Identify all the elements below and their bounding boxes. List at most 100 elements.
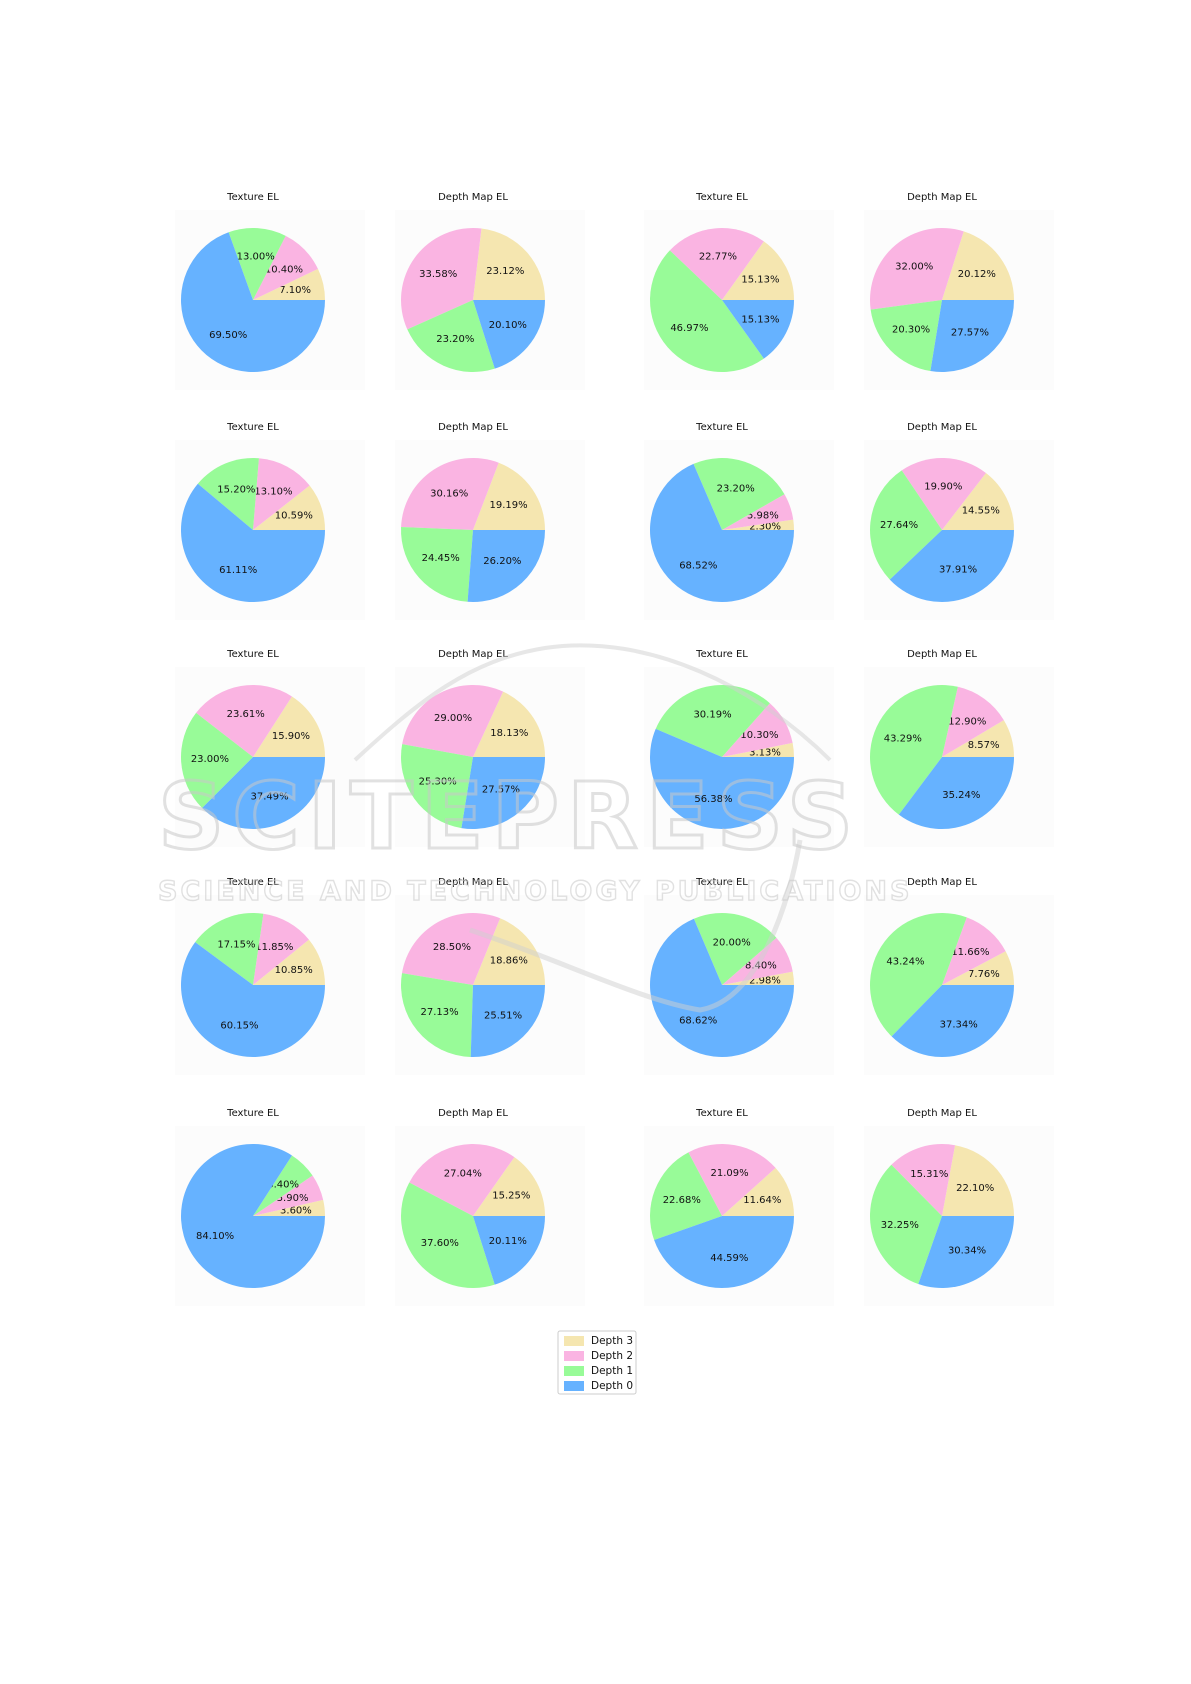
pie-panel-19: Texture EL 11.64% 21.09% 22.68% 44.59%	[644, 1108, 834, 1306]
pie-panel-16: Depth Map EL 7.76% 11.66% 43.24% 37.34%	[864, 877, 1054, 1075]
pie-slice-depth-3	[722, 519, 794, 530]
pie-label-depth-2: 11.66%	[951, 947, 989, 958]
pie-slice-depth-1	[253, 1155, 313, 1216]
pie-label-depth-2: 15.31%	[910, 1169, 948, 1180]
pie-label-depth-2: 10.30%	[740, 730, 778, 741]
pie-label-depth-3: 2.30%	[749, 521, 781, 532]
pie-label-depth-3: 8.57%	[968, 740, 1000, 751]
pie-slice-depth-1	[870, 685, 958, 815]
pie-label-depth-2: 23.61%	[227, 709, 265, 720]
pie-title: Texture EL	[226, 649, 279, 660]
pie-slice-depth-3	[942, 1145, 1014, 1216]
pie-label-depth-1: 27.64%	[880, 520, 918, 531]
pie-title: Depth Map EL	[907, 1108, 977, 1119]
pie-slice-depth-2	[901, 458, 986, 530]
pie-label-depth-3: 7.10%	[279, 285, 311, 296]
pie-slice-depth-2	[400, 228, 482, 330]
pie-title: Texture EL	[226, 422, 279, 433]
pie-title: Texture EL	[695, 649, 748, 660]
pie-title: Depth Map EL	[438, 1108, 508, 1119]
pie-title: Depth Map EL	[438, 422, 508, 433]
pie-label-depth-3: 15.25%	[492, 1191, 530, 1202]
pie-label-depth-3: 15.90%	[272, 731, 310, 742]
pie-label-depth-1: 13.00%	[237, 251, 275, 262]
pie-slice-depth-0	[461, 757, 545, 830]
pie-slice-depth-3	[473, 462, 545, 530]
pie-panel-3: Texture EL 15.13% 22.77% 46.97% 15.13%	[644, 192, 834, 390]
legend-label-depth-3: Depth 3	[591, 1335, 633, 1347]
pie-slice-depth-1	[870, 470, 942, 580]
pie-slice-depth-0	[654, 1216, 794, 1288]
pie-slice-depth-2	[196, 685, 292, 757]
pie-label-depth-3: 2.98%	[749, 975, 781, 986]
pie-label-depth-3: 22.10%	[956, 1183, 994, 1194]
pie-title: Texture EL	[695, 1108, 748, 1119]
legend-label-depth-1: Depth 1	[591, 1365, 633, 1377]
pie-slice-depth-3	[942, 951, 1014, 985]
pie-label-depth-0: 35.24%	[942, 790, 980, 801]
legend: Depth 3 Depth 2 Depth 1 Depth 0	[557, 1330, 637, 1395]
pie-slice-depth-3	[253, 485, 325, 530]
pie-slice-depth-2	[722, 703, 793, 757]
pie-label-depth-1: 22.68%	[663, 1195, 701, 1206]
pie-panel-1: Texture EL 7.10% 10.40% 13.00% 69.50%	[175, 192, 365, 390]
watermark-tagline: SCIENCE AND TECHNOLOGY PUBLICATIONS	[158, 876, 912, 907]
pie-label-depth-2: 11.85%	[255, 942, 293, 953]
pie-slice-depth-0	[181, 1144, 325, 1289]
pie-slice-depth-2	[891, 1144, 956, 1216]
pie-slice-depth-0	[898, 757, 1014, 829]
pie-slice-depth-1	[693, 913, 777, 985]
pie-label-depth-1: 24.45%	[422, 553, 460, 564]
pie-slice-depth-0	[470, 985, 545, 1057]
pie-slice-depth-0	[722, 300, 794, 359]
legend-swatch-depth-1	[564, 1366, 584, 1376]
pie-label-depth-1: 32.25%	[881, 1220, 919, 1231]
pie-slice-depth-3	[253, 939, 325, 985]
pie-label-depth-1: 25.30%	[419, 776, 457, 787]
pie-label-depth-0: 61.11%	[219, 565, 257, 576]
pie-label-depth-3: 18.13%	[490, 728, 528, 739]
pie-label-depth-2: 13.10%	[254, 486, 292, 497]
pie-label-depth-0: 27.57%	[482, 784, 520, 795]
pie-label-depth-3: 10.85%	[275, 965, 313, 976]
pie-label-depth-2: 10.40%	[265, 264, 303, 275]
pie-slice-depth-3	[253, 696, 325, 757]
pie-label-depth-2: 28.50%	[433, 942, 471, 953]
pie-slice-depth-2	[402, 685, 504, 757]
legend-frame	[557, 1330, 637, 1395]
pie-label-depth-2: 19.90%	[924, 481, 962, 492]
pie-slice-depth-3	[253, 268, 325, 300]
pie-slice-depth-2	[253, 235, 318, 300]
pie-label-depth-0: 25.51%	[484, 1011, 522, 1022]
pie-title: Texture EL	[226, 192, 279, 203]
pie-title: Texture EL	[695, 192, 748, 203]
pie-title: Depth Map EL	[438, 877, 508, 888]
pie-slice-depth-1	[407, 300, 495, 372]
pie-slice-depth-3	[722, 1167, 794, 1216]
pie-panel-10: Depth Map EL 18.13% 29.00% 25.30% 27.57%	[395, 649, 585, 847]
pie-slice-depth-0	[649, 728, 794, 829]
pie-title: Depth Map EL	[438, 649, 508, 660]
pie-label-depth-3: 14.55%	[962, 505, 1000, 516]
pie-slice-depth-1	[649, 250, 764, 373]
pie-slice-depth-3	[722, 971, 794, 985]
pie-label-depth-3: 11.64%	[743, 1195, 781, 1206]
pie-panel-8: Depth Map EL 14.55% 19.90% 27.64% 37.91%	[864, 422, 1054, 620]
legend-swatch-depth-3	[564, 1336, 584, 1346]
pie-slice-depth-2	[942, 917, 1006, 985]
legend-swatch-depth-0	[564, 1381, 584, 1391]
pie-slice-depth-1	[870, 913, 967, 1037]
pie-title: Depth Map EL	[907, 649, 977, 660]
pie-label-depth-0: 37.91%	[939, 565, 977, 576]
pie-label-depth-0: 69.50%	[209, 330, 247, 341]
pie-slice-depth-0	[181, 483, 325, 603]
pie-slice-depth-1	[181, 712, 253, 808]
pie-slice-depth-0	[181, 232, 325, 373]
pie-label-depth-2: 33.58%	[419, 269, 457, 280]
pie-label-depth-1: 23.20%	[436, 334, 474, 345]
pie-slice-depth-3	[942, 472, 1014, 530]
pie-slice-depth-0	[930, 300, 1014, 373]
pie-slice-depth-0	[650, 463, 794, 602]
pie-label-depth-1: 37.60%	[421, 1238, 459, 1249]
pie-label-depth-3: 23.12%	[486, 266, 524, 277]
